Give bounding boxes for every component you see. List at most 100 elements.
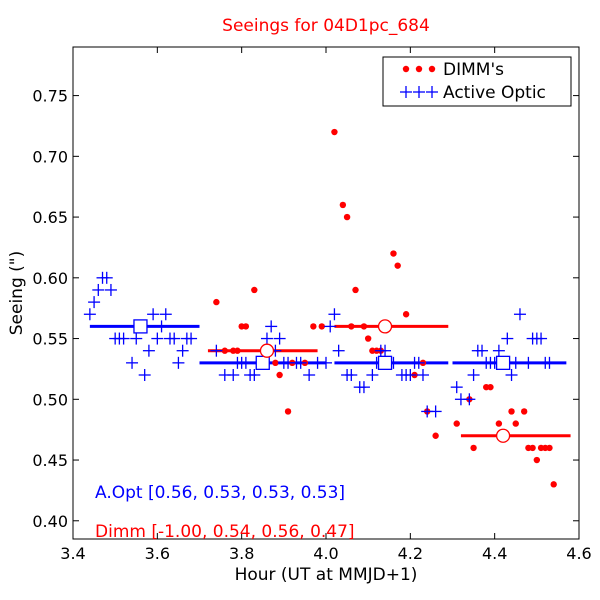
aopt-point xyxy=(83,308,96,321)
y-tick-label: 0.40 xyxy=(32,512,68,531)
aopt-point xyxy=(260,332,273,345)
dimm-median-marker-2 xyxy=(495,428,511,443)
aopt-point xyxy=(366,369,379,381)
aopt-median-marker-0 xyxy=(133,319,148,334)
dimm-point xyxy=(529,444,536,452)
x-tick-label: 3.6 xyxy=(145,544,170,563)
x-tick-label: 4.0 xyxy=(313,544,338,563)
dimm-point xyxy=(495,420,503,427)
legend-aopt-plus xyxy=(426,86,438,98)
aopt-point xyxy=(303,369,316,381)
y-tick-label: 0.75 xyxy=(32,87,68,106)
y-axis-label: Seeing (") xyxy=(7,251,27,336)
aopt-point xyxy=(104,283,117,296)
dimm-point xyxy=(512,420,519,427)
aopt-point xyxy=(513,308,526,321)
x-tick-label: 4.6 xyxy=(566,544,591,563)
aopt-point xyxy=(522,356,535,369)
dimm-point xyxy=(318,323,325,330)
dimm-point xyxy=(276,371,283,379)
dimm-point xyxy=(331,128,338,136)
aopt-point xyxy=(294,356,307,369)
aopt-median-marker-1 xyxy=(255,355,270,371)
aopt-point xyxy=(357,381,370,394)
dimm-point xyxy=(284,408,292,415)
aopt-point xyxy=(535,332,548,345)
aopt-point xyxy=(142,344,155,357)
x-axis-label: Hour (UT at MMJD+1) xyxy=(235,565,418,585)
dimm-point xyxy=(394,262,401,269)
legend-aopt-plus xyxy=(400,86,412,98)
y-tick-label: 0.65 xyxy=(32,208,68,227)
chart-title: Seeings for 04D1pc_684 xyxy=(222,16,430,36)
aopt-point xyxy=(492,344,505,357)
aopt-point xyxy=(239,356,252,369)
y-tick-label: 0.60 xyxy=(32,269,68,288)
y-tick-label: 0.70 xyxy=(32,147,68,166)
dimm-point xyxy=(221,347,228,354)
legend-label-dimm: DIMM's xyxy=(443,60,504,80)
dimm-point xyxy=(550,481,557,488)
dimm-point xyxy=(339,201,347,209)
aopt-point xyxy=(265,320,278,333)
dimm-point xyxy=(352,286,359,294)
dimm-point xyxy=(310,323,317,330)
aopt-point xyxy=(501,332,514,345)
aopt-point xyxy=(345,369,358,381)
aopt-point xyxy=(126,356,139,369)
aopt-point xyxy=(138,369,151,381)
aopt-point xyxy=(210,344,223,357)
aopt-point xyxy=(159,308,172,321)
aopt-point xyxy=(273,332,286,345)
aopt-point xyxy=(543,356,556,369)
y-tick-label: 0.50 xyxy=(32,390,68,409)
legend-box xyxy=(382,56,572,107)
aopt-point xyxy=(404,369,417,381)
aopt-point xyxy=(130,332,143,345)
legend: DIMM's Active Optic xyxy=(382,56,572,107)
aopt-median-marker-3 xyxy=(495,355,511,371)
dimm-point xyxy=(508,408,515,415)
aopt-point xyxy=(227,369,240,381)
legend-dimm-dot xyxy=(428,65,436,73)
aopt-point xyxy=(147,308,160,321)
aopt-point xyxy=(463,393,476,406)
legend-dimm-dot xyxy=(402,65,410,73)
dimm-point xyxy=(487,383,494,391)
aopt-point xyxy=(155,320,168,333)
dimm-median-marker-1 xyxy=(377,319,393,334)
aopt-point xyxy=(248,369,261,381)
legend-aopt-plus xyxy=(413,86,425,98)
dimm-point xyxy=(234,347,241,354)
dimm-point xyxy=(242,323,250,330)
aopt-point xyxy=(88,296,101,309)
legend-label-active-optic: Active Optic xyxy=(443,83,546,103)
x-tick-label: 3.4 xyxy=(60,544,85,563)
aopt-point xyxy=(416,369,429,381)
aopt-point xyxy=(100,271,113,284)
aopt-point xyxy=(172,356,185,369)
aopt-point xyxy=(505,369,518,381)
aopt-point xyxy=(151,332,164,345)
dimm-point xyxy=(432,432,439,439)
aopt-point xyxy=(467,369,480,381)
dimm-point xyxy=(251,286,258,294)
aopt-point xyxy=(185,332,198,345)
x-tick-label: 4.2 xyxy=(398,544,423,563)
x-tick-label: 3.8 xyxy=(229,544,254,563)
legend-markers xyxy=(400,65,438,98)
aopt-median-marker-2 xyxy=(377,355,393,371)
y-tick-label: 0.55 xyxy=(32,330,68,349)
aopt-point xyxy=(176,344,189,357)
aopt-point xyxy=(328,308,341,321)
aopt-point xyxy=(379,344,392,357)
dimm-point xyxy=(213,298,220,306)
dimm-point xyxy=(546,444,553,452)
dimm-point xyxy=(470,444,477,452)
dimm-point xyxy=(402,311,410,318)
aopt-point xyxy=(476,344,489,357)
dimm-point xyxy=(343,213,351,221)
aopt-point xyxy=(332,344,345,357)
dimm-point xyxy=(360,323,368,330)
aopt-point xyxy=(320,356,332,369)
